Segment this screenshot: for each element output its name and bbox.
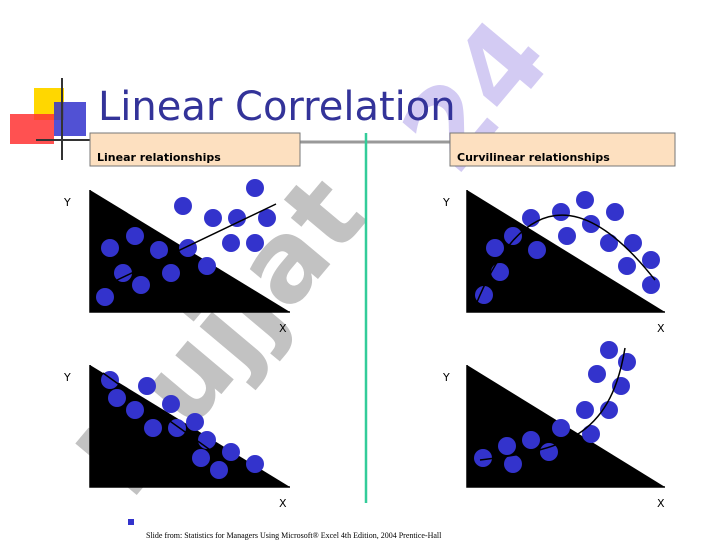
point bbox=[491, 263, 509, 281]
point bbox=[552, 203, 570, 221]
point bbox=[210, 461, 228, 479]
point bbox=[162, 264, 180, 282]
title: Linear Correlation bbox=[98, 84, 456, 130]
y-label: Y bbox=[442, 196, 450, 209]
point bbox=[222, 234, 240, 252]
point bbox=[150, 241, 168, 259]
point bbox=[576, 401, 594, 419]
point bbox=[174, 197, 192, 215]
point bbox=[582, 425, 600, 443]
point bbox=[528, 241, 546, 259]
point bbox=[606, 203, 624, 221]
point bbox=[126, 227, 144, 245]
panel-heading: Curvilinear relationships bbox=[457, 151, 610, 164]
x-label: X bbox=[657, 497, 665, 510]
y-label: Y bbox=[63, 371, 71, 384]
point bbox=[552, 419, 570, 437]
point bbox=[246, 234, 264, 252]
heading-box bbox=[89, 132, 301, 167]
point bbox=[504, 455, 522, 473]
point bbox=[486, 239, 504, 257]
x-label: X bbox=[657, 322, 665, 335]
y-label: Y bbox=[442, 371, 450, 384]
point bbox=[114, 264, 132, 282]
panel-heading: Linear relationships bbox=[97, 151, 221, 164]
point bbox=[126, 401, 144, 419]
point bbox=[186, 413, 204, 431]
point bbox=[588, 365, 606, 383]
bullet bbox=[128, 519, 134, 525]
point bbox=[558, 227, 576, 245]
point bbox=[600, 401, 618, 419]
point bbox=[228, 209, 246, 227]
point bbox=[192, 449, 210, 467]
point bbox=[162, 395, 180, 413]
footer-source: Slide from: Statistics for Managers Usin… bbox=[146, 531, 442, 540]
x-label: X bbox=[279, 322, 287, 335]
point bbox=[540, 443, 558, 461]
point bbox=[179, 239, 197, 257]
point bbox=[198, 431, 216, 449]
point bbox=[475, 286, 493, 304]
point bbox=[582, 215, 600, 233]
point bbox=[132, 276, 150, 294]
heading-box bbox=[449, 132, 676, 167]
logo bbox=[10, 78, 100, 160]
point bbox=[101, 239, 119, 257]
point bbox=[198, 257, 216, 275]
point bbox=[246, 179, 264, 197]
x-label: X bbox=[279, 497, 287, 510]
point bbox=[642, 251, 660, 269]
point bbox=[504, 227, 522, 245]
scatter-points bbox=[96, 179, 660, 479]
point bbox=[600, 234, 618, 252]
trend-lines bbox=[89, 203, 656, 476]
point bbox=[96, 288, 114, 306]
point bbox=[138, 377, 156, 395]
point bbox=[258, 209, 276, 227]
point bbox=[522, 431, 540, 449]
point bbox=[576, 191, 594, 209]
point bbox=[498, 437, 516, 455]
point bbox=[108, 389, 126, 407]
point bbox=[204, 209, 222, 227]
point bbox=[642, 276, 660, 294]
point bbox=[618, 257, 636, 275]
point bbox=[222, 443, 240, 461]
y-label: Y bbox=[63, 196, 71, 209]
point bbox=[474, 449, 492, 467]
point bbox=[144, 419, 162, 437]
point bbox=[600, 341, 618, 359]
point bbox=[246, 455, 264, 473]
point bbox=[624, 234, 642, 252]
